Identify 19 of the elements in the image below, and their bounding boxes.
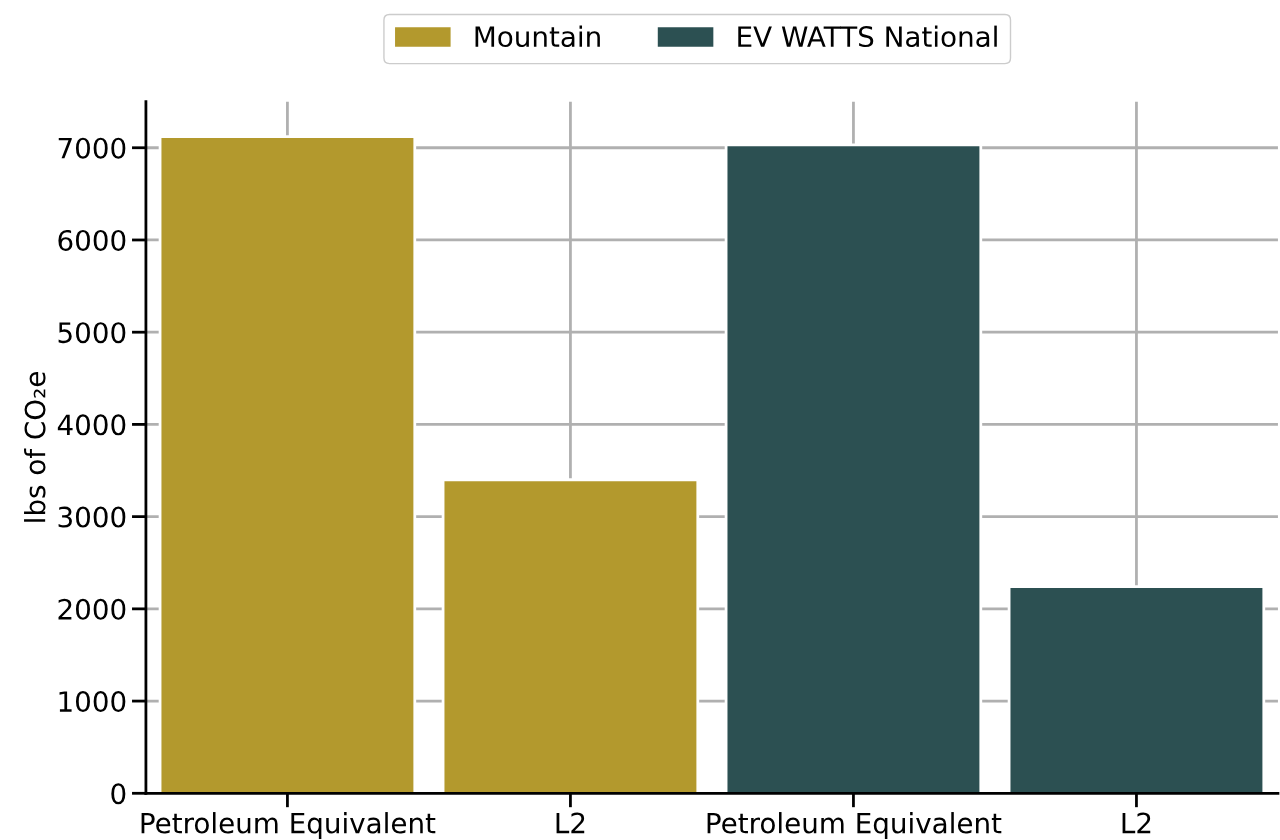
x-tick-label: Petroleum Equivalent <box>707 812 1002 839</box>
x-tick-label: L2 <box>556 812 585 834</box>
y-tick-label: 2000 <box>58 598 126 620</box>
x-tick-label: L2 <box>1122 812 1151 834</box>
y-tick-label: 4000 <box>57 414 126 436</box>
bar <box>158 135 417 794</box>
y-tick-label: 6000 <box>58 229 126 251</box>
y-tick-label: 7000 <box>58 137 126 159</box>
y-axis-title: lbs of CO₂e <box>24 372 46 522</box>
y-tick-label: 0 <box>111 783 126 805</box>
x-tick-label: Petroleum Equivalent <box>141 812 436 839</box>
bar <box>441 478 700 794</box>
legend-label: Mountain <box>475 25 600 48</box>
bar <box>724 143 983 794</box>
y-tick-label: 1000 <box>59 691 126 713</box>
legend-label: EV WATTS National <box>738 25 997 48</box>
y-tick-label: 5000 <box>58 322 126 344</box>
bar <box>1007 585 1266 794</box>
y-tick-label: 3000 <box>58 506 126 528</box>
